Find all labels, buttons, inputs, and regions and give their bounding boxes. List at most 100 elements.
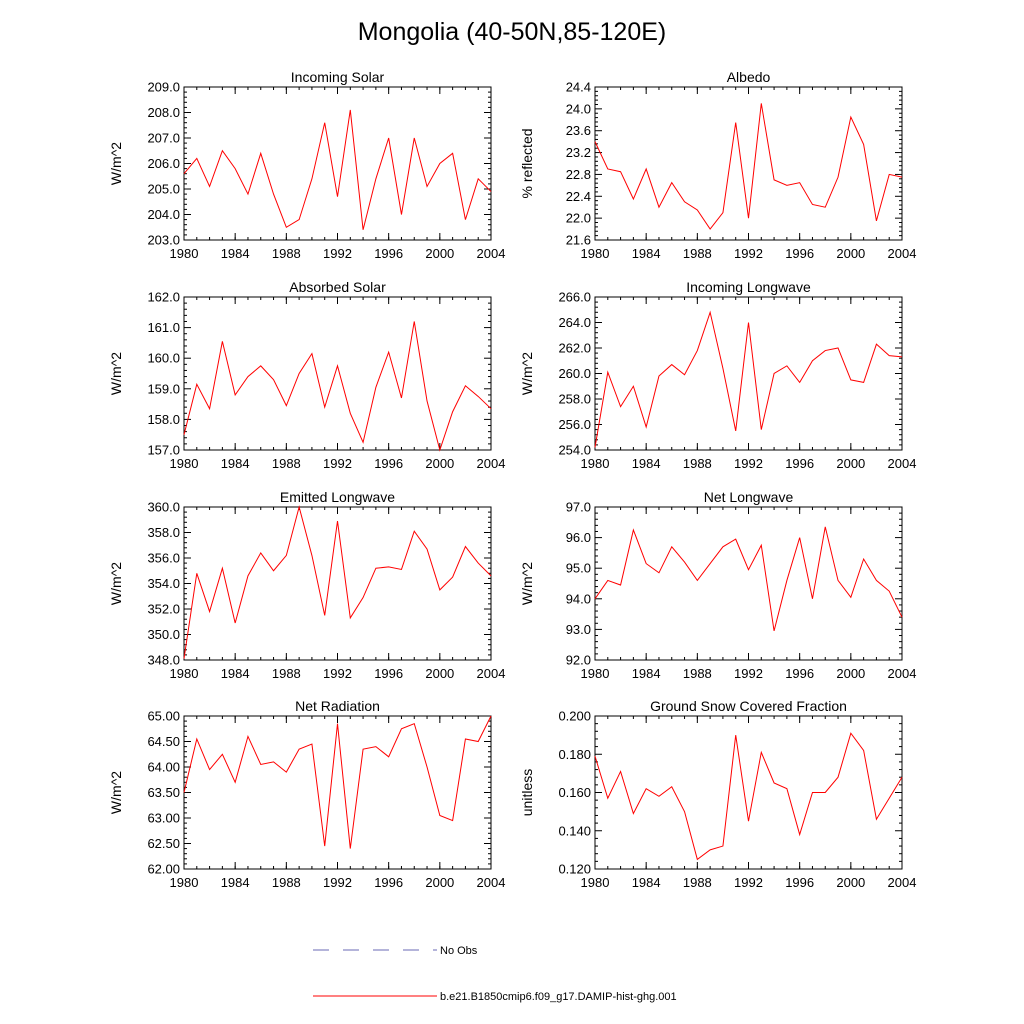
x-tick-label: 1996 [785,456,814,471]
panel-albedo: Albedo 1980 1984 1988 1992 1996 2000 2004 21.6 22… [519,69,916,261]
x-tick-label: 1996 [785,875,814,890]
y-tick-label: 63.50 [147,785,180,800]
y-tick-label: 0.120 [558,862,591,877]
y-tick-label: 160.0 [147,351,180,366]
x-tick-label: 1980 [170,456,199,471]
panel-ground-snow-covered-fraction: Ground Snow Covered Fraction 1980 1984 1988… [519,698,916,890]
y-tick-label: 22.8 [566,167,591,182]
y-tick-label: 157.0 [147,443,180,458]
x-tick-label: 1988 [272,246,301,261]
x-tick-label: 1996 [374,666,403,681]
panel-title-net-longwave: Net Longwave [704,489,794,505]
y-tick-label: 205.0 [147,182,180,197]
y-tick-label: 63.00 [147,811,180,826]
x-tick-label: 1992 [734,246,763,261]
x-tick-label: 1980 [581,246,610,261]
plot-frame [183,506,492,661]
x-tick-label: 2004 [888,875,917,890]
y-tick-label: 64.50 [147,734,180,749]
panel-title-emitted-longwave: Emitted Longwave [280,489,395,505]
y-tick-label: 65.00 [147,709,180,724]
y-axis-label: % reflected [519,128,535,198]
plot-frame [594,296,903,451]
y-tick-label: 264.0 [558,315,591,330]
panel-incoming-solar: Incoming Solar 1980 1984 1988 1992 1996 2000 20… [108,69,505,261]
y-tick-label: 254.0 [558,443,591,458]
series-line-albedo [594,103,903,230]
x-tick-label: 1996 [374,246,403,261]
x-tick-label: 1996 [785,246,814,261]
x-tick-label: 1992 [323,246,352,261]
panel-title-ground-snow-covered-fraction: Ground Snow Covered Fraction [650,698,847,714]
x-tick-label: 1992 [323,875,352,890]
x-tick-label: 2004 [477,456,506,471]
panel-net-radiation: Net Radiation 1980 1984 1988 1992 1996 2000 200… [108,698,505,890]
figure-title: Mongolia (40-50N,85-120E) [358,18,667,46]
y-tick-label: 62.50 [147,836,180,851]
x-tick-label: 2000 [836,246,865,261]
y-tick-label: 22.0 [566,211,591,226]
panel-title-absorbed-solar: Absorbed Solar [289,279,386,295]
y-axis-label: W/m^2 [108,352,124,395]
y-axis-label: W/m^2 [108,142,124,185]
y-tick-label: 22.4 [566,189,591,204]
y-tick-label: 62.00 [147,862,180,877]
y-tick-label: 203.0 [147,233,180,248]
y-tick-label: 209.0 [147,80,180,95]
y-tick-label: 0.200 [558,709,591,724]
panel-absorbed-solar: Absorbed Solar 1980 1984 1988 1992 1996 2000 20… [108,279,505,471]
x-tick-label: 1984 [632,246,661,261]
x-tick-label: 1984 [632,666,661,681]
x-tick-label: 1984 [632,875,661,890]
plot-frame [183,86,492,241]
x-tick-label: 1984 [221,246,250,261]
y-tick-label: 206.0 [147,156,180,171]
x-tick-label: 1980 [581,456,610,471]
series-line-net-radiation [183,715,492,849]
y-tick-label: 93.0 [566,622,591,637]
x-tick-label: 1980 [581,666,610,681]
x-tick-label: 2004 [888,666,917,681]
x-tick-label: 1988 [272,456,301,471]
panel-incoming-longwave: Incoming Longwave 1980 1984 1988 1992 1996 200… [519,279,916,471]
panel-title-incoming-longwave: Incoming Longwave [686,279,811,295]
y-tick-label: 0.140 [558,823,591,838]
y-axis-label: W/m^2 [108,771,124,814]
series-line-net-longwave [594,526,903,632]
series-line-incoming-solar [183,109,492,230]
panel-title-incoming-solar: Incoming Solar [291,69,385,85]
y-tick-label: 0.180 [558,747,591,762]
x-tick-label: 1980 [581,875,610,890]
y-tick-label: 24.4 [566,80,591,95]
y-tick-label: 24.0 [566,101,591,116]
y-tick-label: 352.0 [147,602,180,617]
x-tick-label: 1980 [170,666,199,681]
y-axis-label: W/m^2 [108,562,124,605]
x-tick-label: 1988 [683,456,712,471]
y-tick-label: 358.0 [147,525,180,540]
y-tick-label: 158.0 [147,412,180,427]
x-tick-label: 2000 [836,875,865,890]
x-tick-label: 1988 [272,875,301,890]
x-tick-label: 1988 [683,666,712,681]
y-tick-label: 348.0 [147,653,180,668]
y-tick-label: 95.0 [566,561,591,576]
y-tick-label: 64.00 [147,760,180,775]
y-tick-label: 162.0 [147,290,180,305]
x-tick-label: 1980 [170,875,199,890]
y-tick-label: 159.0 [147,381,180,396]
y-tick-label: 208.0 [147,105,180,120]
x-tick-label: 1984 [632,456,661,471]
x-tick-label: 1992 [734,875,763,890]
y-tick-label: 356.0 [147,551,180,566]
y-tick-label: 258.0 [558,392,591,407]
y-axis-label: W/m^2 [519,562,535,605]
panel-title-net-radiation: Net Radiation [295,698,380,714]
x-tick-label: 2004 [477,666,506,681]
series-line-ground-snow-covered-fraction [594,732,903,861]
legend-label: No Obs [440,945,478,957]
x-tick-label: 2000 [836,666,865,681]
series-line-absorbed-solar [183,321,492,452]
series-line-emitted-longwave [183,505,492,659]
